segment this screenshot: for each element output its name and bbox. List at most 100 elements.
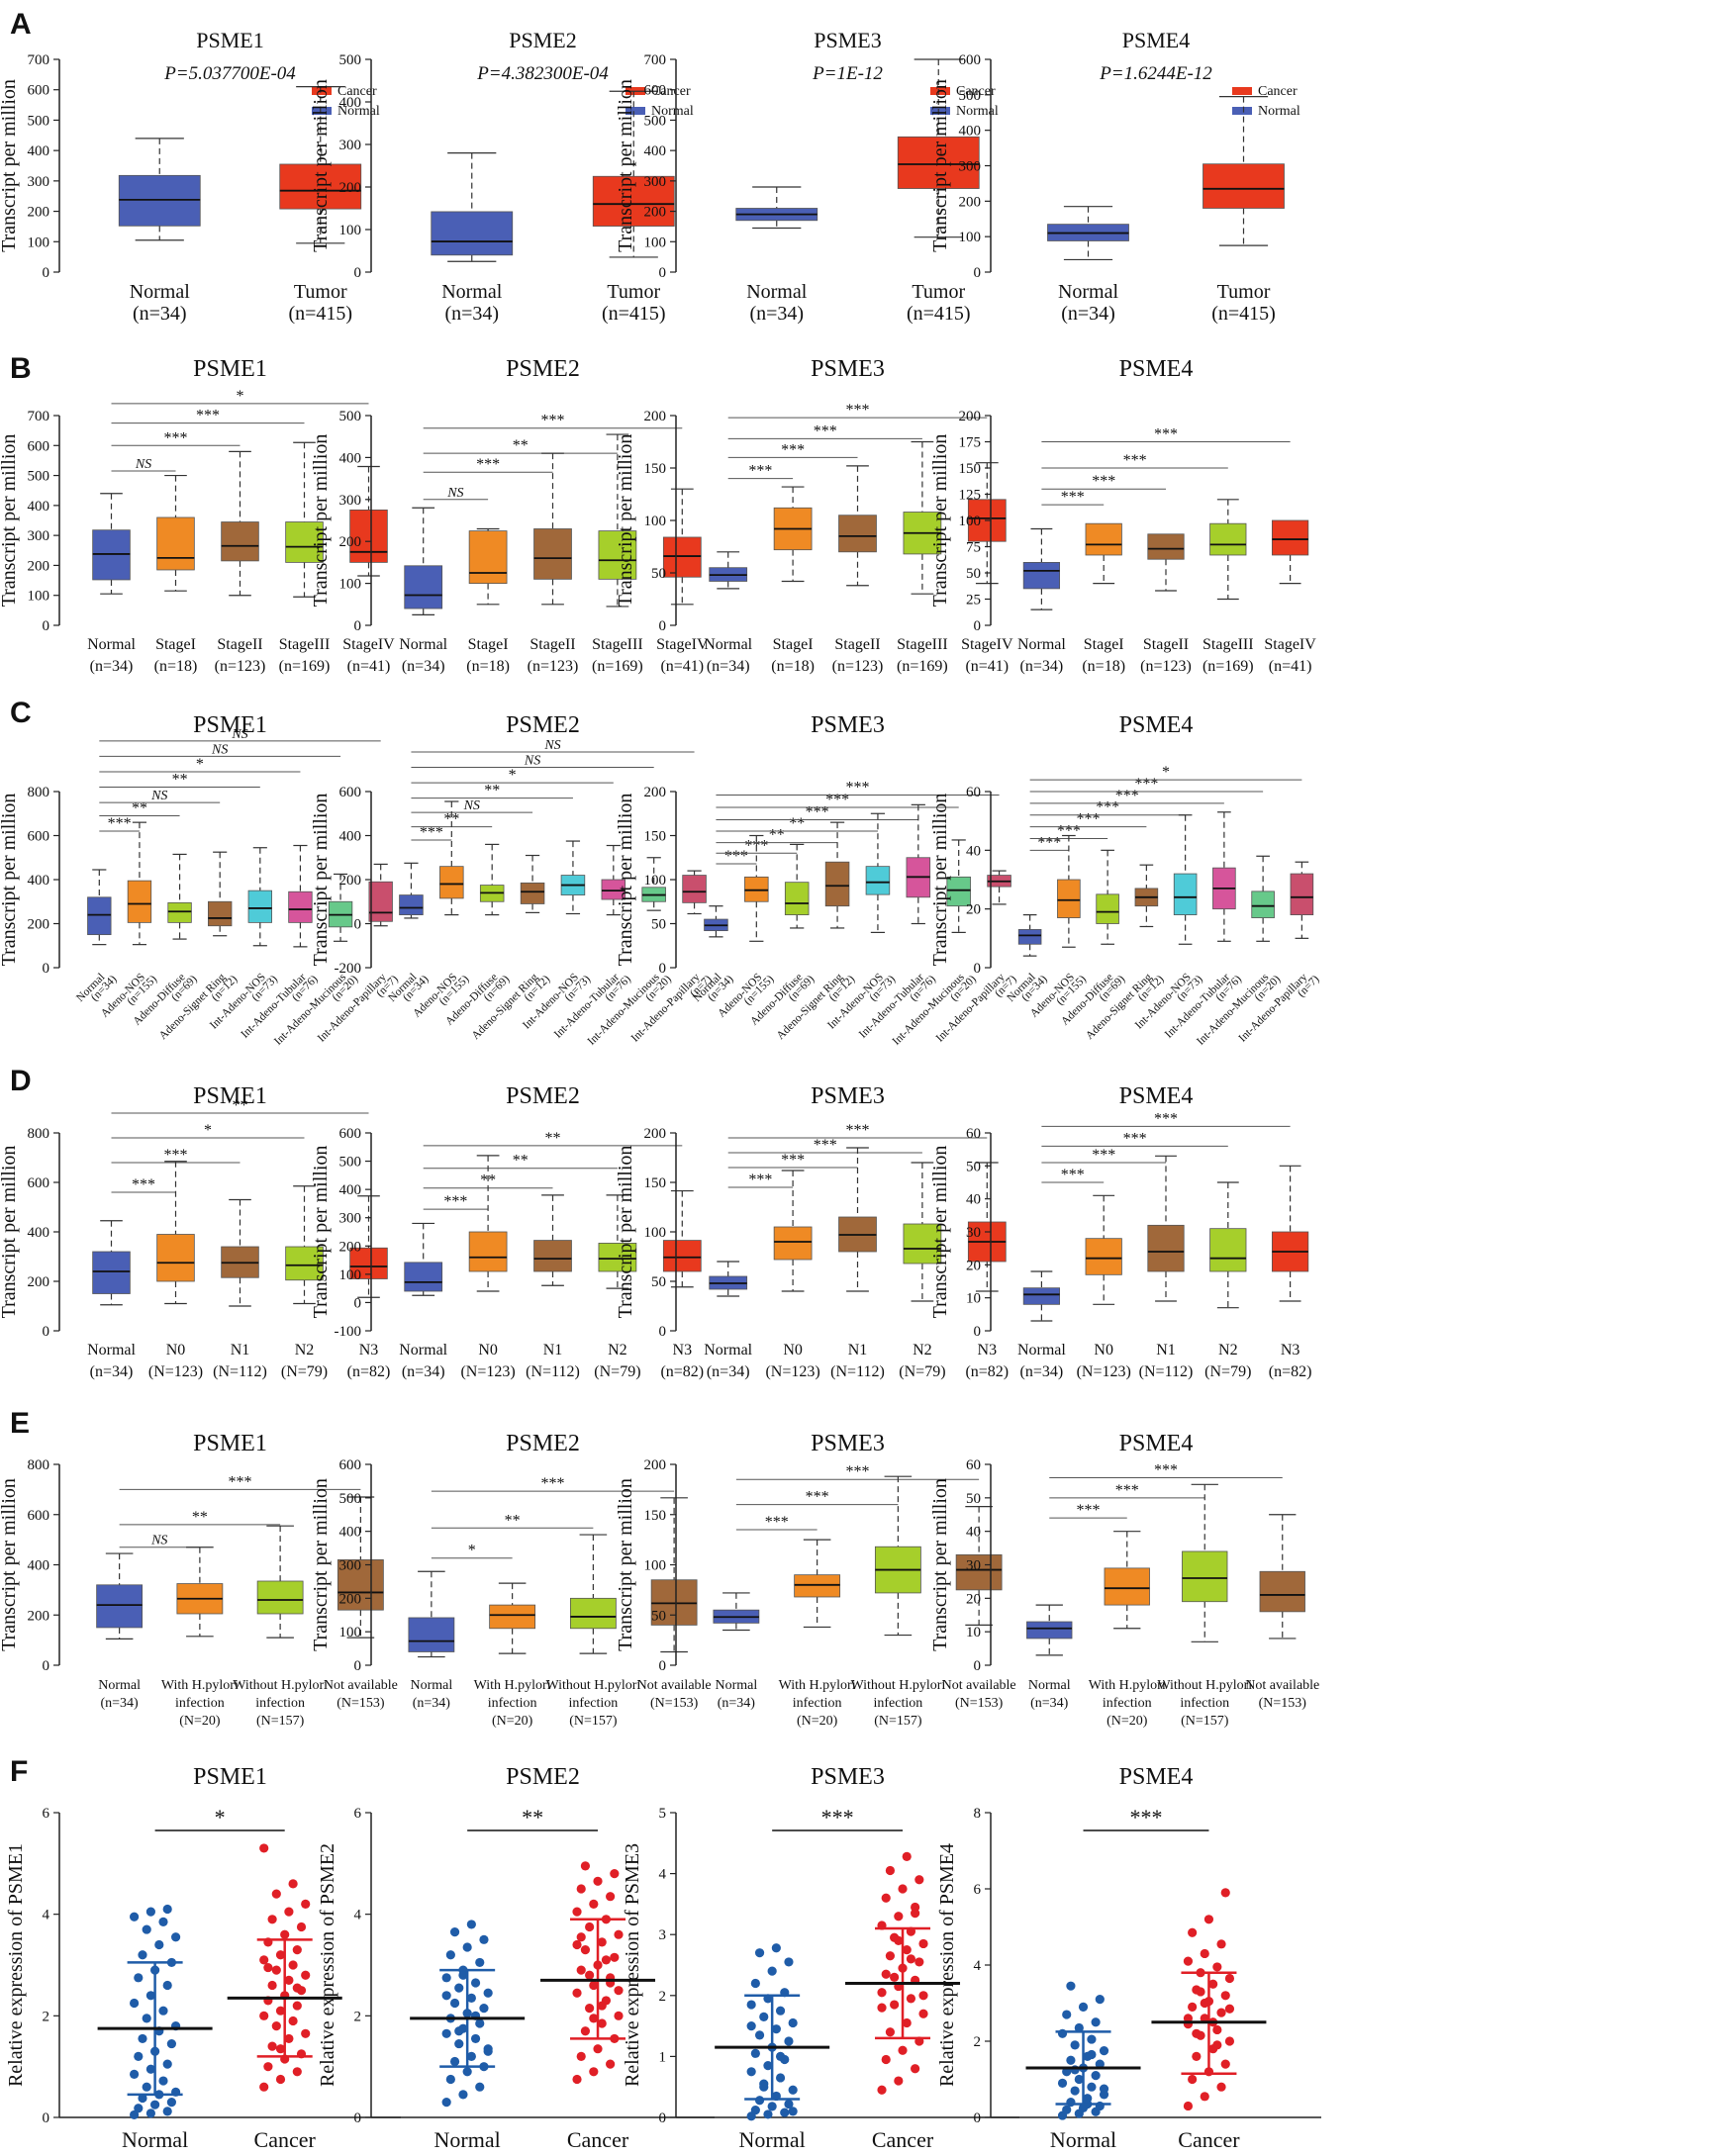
- e-psme3-title: PSME3: [811, 1431, 885, 1456]
- b-psme2-box-1: [468, 530, 508, 584]
- d-psme1-title: PSME1: [193, 1083, 267, 1109]
- f-psme2-y-label: Relative expression of PSME2: [317, 1843, 338, 2087]
- f-psme1-cancer-point: [275, 1950, 286, 1960]
- f-psme1-normal-point: [166, 2098, 176, 2108]
- f-psme2-normal-point: [466, 1920, 476, 1929]
- b-psme4-sig-label: ***: [1154, 426, 1178, 443]
- a-psme1-y-label: Transcript per million: [0, 79, 20, 252]
- f-psme2-cancer-point: [610, 1952, 620, 1962]
- d-psme1-box-1: [156, 1234, 195, 1282]
- f-psme3-y-tick-label: 1: [659, 2049, 667, 2065]
- b-psme4-x-count: (n=41): [1269, 658, 1312, 675]
- e-psme1-box-0: [96, 1584, 144, 1629]
- d-psme2-y-tick-label: 600: [339, 1126, 362, 1142]
- f-psme2-normal-point: [441, 1991, 451, 2001]
- f-psme3-cancer-point: [918, 1938, 928, 1949]
- c-psme1-y-label: Transcript per million: [0, 794, 20, 967]
- f-psme1-cancer-point: [292, 2067, 302, 2077]
- d-psme4-x-label: N1: [1156, 1342, 1176, 1359]
- e-psme4-box-2: [1182, 1550, 1228, 1603]
- f-psme1-cancer-point: [275, 2044, 286, 2054]
- d-psme2-x-label: N3: [673, 1342, 693, 1359]
- f-psme1-cancer-point: [284, 1975, 294, 1985]
- b-psme1-y-tick-label: 600: [28, 438, 50, 454]
- a-psme3-y-tick-label: 0: [659, 265, 667, 281]
- e-psme4-y-tick-label: 10: [966, 1625, 981, 1640]
- f-psme1-normal-point: [134, 2104, 144, 2113]
- f-psme4-normal-point: [1099, 2046, 1109, 2056]
- b-psme2-y-tick-label: 400: [339, 450, 362, 466]
- f-psme4-normal-point: [1062, 2105, 1072, 2114]
- f-psme2-normal-point: [466, 1993, 476, 2003]
- d-psme4-box-1: [1085, 1238, 1122, 1275]
- f-psme1-cancer-point: [301, 1899, 311, 1909]
- a-psme3-y-tick-label: 300: [644, 174, 667, 190]
- b-psme4-y-tick-label: 125: [959, 488, 982, 504]
- f-psme2-normal-point: [462, 1942, 472, 1952]
- c-psme1-box-7: [368, 881, 393, 922]
- c-psme3-title: PSME3: [811, 712, 885, 738]
- a-psme4-y-tick-label: 600: [959, 52, 982, 68]
- b-psme4-y-label: Transcript per million: [929, 434, 951, 608]
- f-psme1-x-label: Cancer: [254, 2127, 317, 2152]
- f-psme4-normal-point: [1066, 1981, 1076, 1991]
- f-psme1-normal-point: [145, 1991, 155, 2001]
- b-psme3-y-label: Transcript per million: [615, 434, 636, 608]
- f-psme3-normal-point: [775, 2051, 786, 2061]
- f-psme1-normal-point: [145, 1907, 155, 1917]
- f-psme3-normal-point: [754, 2030, 765, 2040]
- e-psme3-y-label: Transcript per million: [615, 1478, 636, 1651]
- b-psme4-title: PSME4: [1119, 356, 1194, 382]
- a-psme2-x-count: (n=34): [444, 303, 499, 325]
- d-psme4-sig-label: ***: [1123, 1130, 1147, 1147]
- f-psme1-normal-point: [158, 2076, 168, 2086]
- b-psme3-x-label: StageI: [773, 636, 814, 653]
- f-psme4-x-label: Cancer: [1178, 2127, 1240, 2152]
- a-psme1-x-label: Tumor: [294, 281, 347, 303]
- d-psme1-x-count: (n=34): [90, 1363, 134, 1380]
- c-psme3-box-2: [784, 882, 810, 915]
- a-psme1-box-0: [118, 174, 201, 227]
- f-psme3-normal-point: [746, 2021, 756, 2031]
- f-psme2-cancer-point: [585, 2004, 595, 2014]
- f-psme1-cancer-point: [267, 1915, 277, 1924]
- e-psme4-x-label: infection: [1180, 1696, 1229, 1711]
- c-psme4-y-tick-label: 0: [974, 961, 982, 977]
- e-psme1-y-tick-label: 400: [28, 1558, 50, 1574]
- b-psme4-x-label: StageIII: [1203, 636, 1254, 653]
- f-psme1-normal-point: [134, 2051, 144, 2061]
- f-psme3-cancer-point: [902, 1945, 912, 1955]
- b-psme2-x-label: StageI: [468, 636, 509, 653]
- c-psme1-y-tick-label: 800: [28, 785, 50, 800]
- a-psme4-y-tick-label: 100: [959, 230, 982, 245]
- b-psme4-x-count: (n=123): [1140, 658, 1192, 675]
- f-psme3-normal-point: [784, 2099, 794, 2109]
- d-psme2-y-tick-label: -100: [335, 1324, 362, 1340]
- c-psme2-y-tick-label: 200: [339, 873, 362, 889]
- e-psme3-sig-label: ***: [765, 1514, 789, 1531]
- a-psme1-x-count: (n=34): [133, 303, 187, 325]
- c-psme3-sig-label: **: [789, 815, 805, 832]
- f-psme4-normal-point: [1066, 2055, 1076, 2065]
- f-psme1-cancer-point: [301, 1970, 311, 1980]
- d-psme1-y-tick-label: 600: [28, 1175, 50, 1191]
- b-psme3-y-tick-label: 150: [644, 461, 667, 477]
- f-psme1-cancer-point: [275, 2006, 286, 2015]
- f-psme2-cancer-point: [593, 1876, 603, 1886]
- a-psme2-legend-swatch: [625, 107, 645, 115]
- d-psme4-y-tick-label: 0: [974, 1324, 982, 1340]
- f-psme3-normal-point: [771, 1943, 781, 1953]
- f-psme1-cancer-point: [259, 1955, 269, 1965]
- f-psme2-normal-point: [441, 2028, 451, 2038]
- f-psme1-cancer-point: [292, 1983, 302, 1993]
- f-psme1-cancer-point: [301, 2028, 311, 2038]
- b-psme2-sig-label: NS: [446, 486, 463, 501]
- f-psme3-normal-point: [788, 2017, 798, 2028]
- c-psme1-sig-label: **: [172, 772, 188, 789]
- f-psme4-cancer-point: [1196, 1987, 1205, 1997]
- b-psme2-x-count: (n=169): [592, 658, 643, 675]
- d-psme3-y-tick-label: 100: [644, 1225, 667, 1241]
- f-psme3-cancer-point: [914, 1875, 924, 1885]
- d-psme4-y-tick-label: 20: [966, 1258, 981, 1273]
- f-psme3-cancer-point: [911, 2064, 920, 2074]
